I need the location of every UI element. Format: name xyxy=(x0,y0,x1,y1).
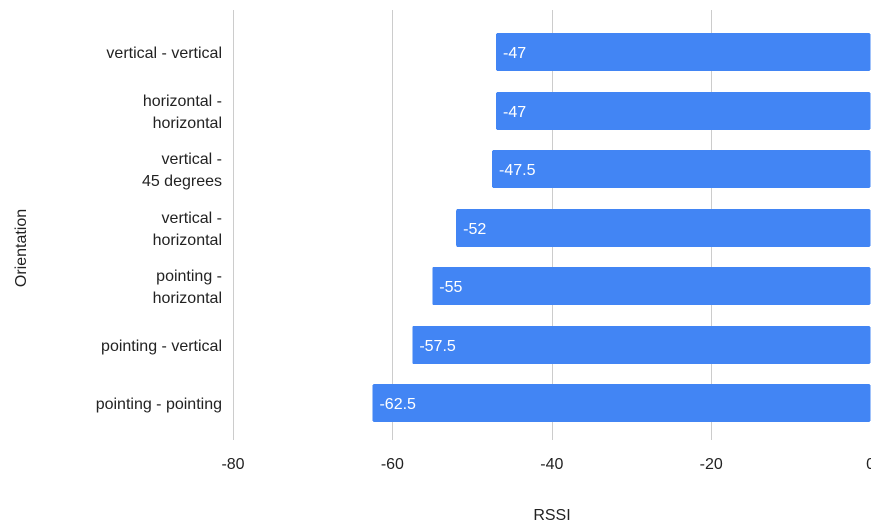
category-label-2: vertical -45 degrees xyxy=(142,151,222,190)
category-label-3: vertical -horizontal xyxy=(153,210,222,249)
y-axis-title: Orientation xyxy=(13,209,30,287)
bar-0[interactable] xyxy=(496,33,871,71)
bar-1[interactable] xyxy=(496,92,871,130)
x-tick-label-0: -80 xyxy=(221,456,244,473)
category-label-4: pointing -horizontal xyxy=(153,268,222,307)
category-labels: vertical - vertical horizontal -horizonta… xyxy=(96,45,222,413)
x-axis-title: RSSI xyxy=(533,507,570,524)
category-label-1: horizontal -horizontal xyxy=(143,93,222,132)
x-tick-label-3: -20 xyxy=(700,456,723,473)
x-tick-label-4: 0 xyxy=(866,456,871,473)
bar-5[interactable] xyxy=(412,326,871,364)
x-tick-labels: -80 -60 -40 -20 0 xyxy=(221,456,871,473)
x-tick-label-2: -40 xyxy=(540,456,563,473)
data-label-0: -47 xyxy=(503,45,526,62)
data-label-4: -55 xyxy=(439,279,462,296)
data-label-5: -57.5 xyxy=(419,338,456,355)
data-label-2: -47.5 xyxy=(499,162,536,179)
data-label-6: -62.5 xyxy=(379,396,416,413)
bar-4[interactable] xyxy=(432,267,871,305)
bar-2[interactable] xyxy=(492,150,871,188)
data-label-3: -52 xyxy=(463,221,486,238)
bars xyxy=(372,33,871,422)
data-label-1: -47 xyxy=(503,104,526,121)
data-labels: -47 -47 -47.5 -52 -55 -57.5 -62.5 xyxy=(379,45,535,413)
x-tick-label-1: -60 xyxy=(381,456,404,473)
category-label-6: pointing - pointing xyxy=(96,396,222,413)
bar-6[interactable] xyxy=(372,384,871,422)
bar-3[interactable] xyxy=(456,209,871,247)
category-label-0: vertical - vertical xyxy=(106,45,222,62)
category-label-5: pointing - vertical xyxy=(101,338,222,355)
